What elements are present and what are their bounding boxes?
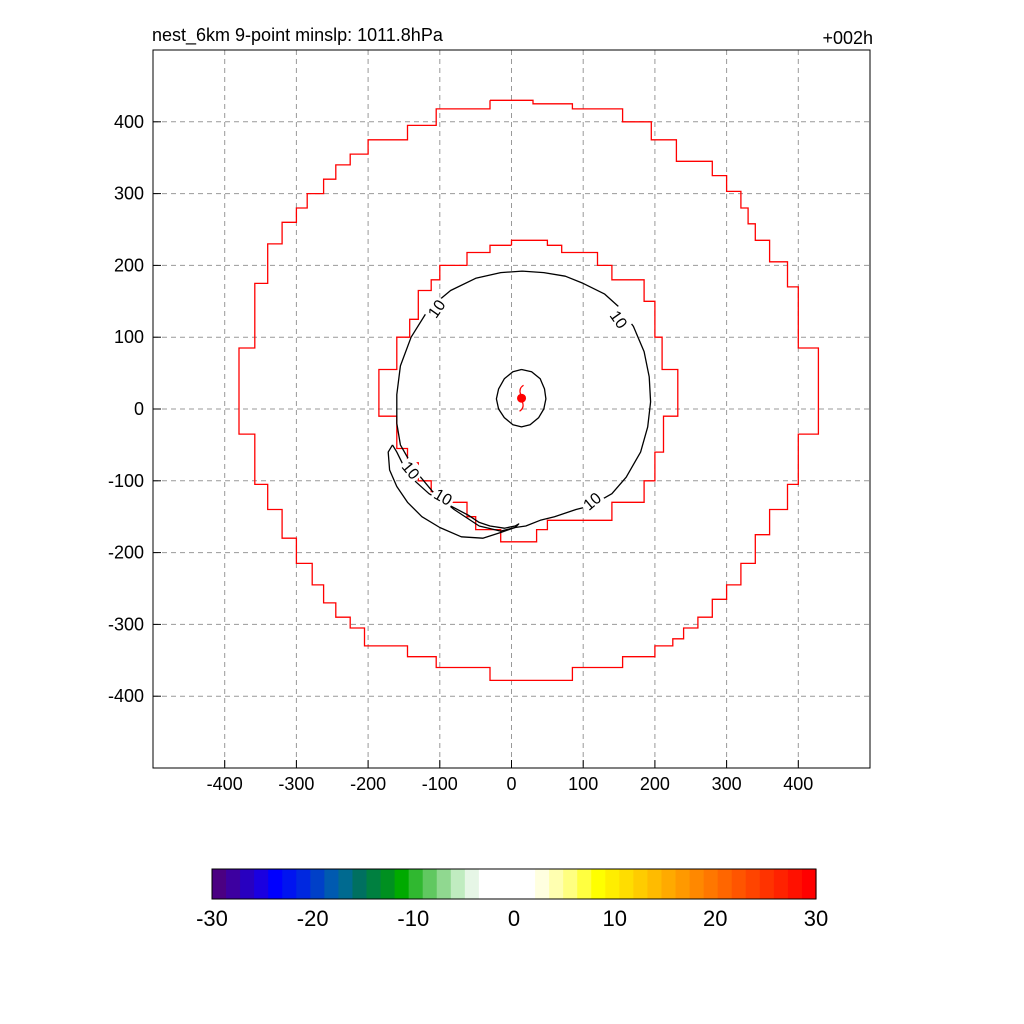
storm-center-marker	[517, 384, 527, 412]
chart-title: nest_6km 9-point minslp: 1011.8hPa	[152, 25, 444, 46]
domain-boundary-1	[238, 99, 820, 682]
colorbar-swatch	[759, 869, 775, 899]
y-tick-label: -200	[108, 543, 144, 563]
colorbar-swatch	[296, 869, 311, 899]
colorbar-swatch	[450, 869, 466, 899]
contour-label-bg	[605, 305, 633, 334]
x-tick-label: 0	[506, 774, 516, 794]
colorbar-swatch	[366, 869, 382, 899]
domain-boundaries	[238, 99, 820, 682]
x-tick-label: -200	[350, 774, 386, 794]
y-tick-label: -300	[108, 614, 144, 634]
colorbar-swatch	[240, 869, 255, 899]
colorbar-swatch	[352, 869, 368, 899]
y-tick-label: 0	[134, 399, 144, 419]
colorbar-swatch	[268, 869, 283, 899]
colorbar-swatch	[773, 869, 789, 899]
colorbar-swatch	[436, 869, 452, 899]
x-tick-label: -300	[278, 774, 314, 794]
colorbar-swatch	[731, 869, 747, 899]
colorbar-swatch	[535, 869, 550, 899]
colorbar-swatch	[549, 869, 564, 899]
storm-center-arm-bottom	[519, 402, 524, 412]
x-tick-label: 400	[783, 774, 813, 794]
colorbar-swatch	[422, 869, 438, 899]
contour-label-bg	[397, 455, 426, 485]
colorbar-swatch	[787, 869, 803, 899]
colorbar-swatch	[577, 869, 592, 899]
colorbar-tick-label: 20	[703, 906, 727, 931]
colorbar-swatches	[212, 869, 817, 899]
x-tick-label: -100	[422, 774, 458, 794]
colorbar-swatch	[478, 869, 494, 899]
storm-center-dot	[517, 393, 527, 403]
contour-label-bg	[577, 486, 607, 515]
contour-label-bg	[429, 483, 458, 510]
colorbar-swatch	[563, 869, 578, 899]
colorbar-swatch	[226, 869, 241, 899]
colorbar-swatch	[282, 869, 297, 899]
y-axis-ticks: 400 300 200 100 0 -100 -200 -300 -400	[108, 112, 161, 706]
contour-label: 10	[580, 490, 605, 515]
colorbar-swatch	[647, 869, 663, 899]
contour-label: 10	[425, 297, 449, 321]
contour-label-bg	[422, 294, 450, 323]
colorbar-swatch	[506, 869, 522, 899]
x-tick-label: -400	[207, 774, 243, 794]
colorbar-swatch	[661, 869, 677, 899]
contour-line-3	[495, 368, 547, 428]
colorbar-swatch	[492, 869, 508, 899]
colorbar-tick-label: 30	[804, 906, 828, 931]
y-tick-label: 300	[114, 184, 144, 204]
x-tick-label: 200	[640, 774, 670, 794]
colorbar-tick-label: -10	[397, 906, 429, 931]
x-tick-label: 100	[568, 774, 598, 794]
y-tick-label: 200	[114, 255, 144, 275]
y-tick-label: 400	[114, 112, 144, 132]
colorbar-swatch	[521, 869, 536, 899]
colorbar-swatch	[689, 869, 705, 899]
colorbar-tick-label: 10	[602, 906, 626, 931]
x-axis-ticks: -400 -300 -200 -100 0 100 200 300 400	[207, 760, 813, 794]
colorbar-frame	[211, 868, 817, 900]
colorbar-ticks: -30 -20 -10 0 10 20 30	[196, 906, 828, 931]
contour-label: 10	[431, 486, 455, 510]
colorbar-swatch	[717, 869, 733, 899]
colorbar-swatch	[605, 869, 620, 899]
colorbar-swatch	[464, 869, 480, 899]
colorbar-swatch	[675, 869, 691, 899]
colorbar-swatch	[801, 869, 817, 899]
colorbar-swatch	[324, 869, 340, 899]
y-tick-label: -400	[108, 686, 144, 706]
colorbar-swatch	[394, 869, 410, 899]
forecast-hour: +002h	[822, 28, 873, 48]
colorbar-tick-label: -30	[196, 906, 228, 931]
colorbar-swatch	[591, 869, 606, 899]
contour-line-2	[387, 444, 520, 539]
colorbar-swatch	[254, 869, 269, 899]
colorbar-swatch	[338, 869, 354, 899]
colorbar-tick-label: -20	[297, 906, 329, 931]
colorbar-swatch	[633, 869, 649, 899]
y-tick-label: -100	[108, 471, 144, 491]
colorbar-tick-label: 0	[508, 906, 520, 931]
colorbar-swatch	[212, 869, 227, 899]
domain-boundary-2	[378, 239, 679, 543]
colorbar: -30 -20 -10 0 10 20 30	[196, 868, 828, 931]
colorbar-swatch	[408, 869, 424, 899]
x-tick-label: 300	[712, 774, 742, 794]
plot-frame	[152, 49, 871, 769]
colorbar-swatch	[380, 869, 396, 899]
grid-lines	[153, 50, 870, 768]
colorbar-swatch	[703, 869, 719, 899]
colorbar-swatch	[310, 869, 325, 899]
colorbar-swatch	[745, 869, 761, 899]
colorbar-swatch	[619, 869, 634, 899]
y-tick-label: 100	[114, 327, 144, 347]
storm-center-arm-top	[519, 384, 524, 395]
contour-label: 10	[606, 308, 630, 332]
